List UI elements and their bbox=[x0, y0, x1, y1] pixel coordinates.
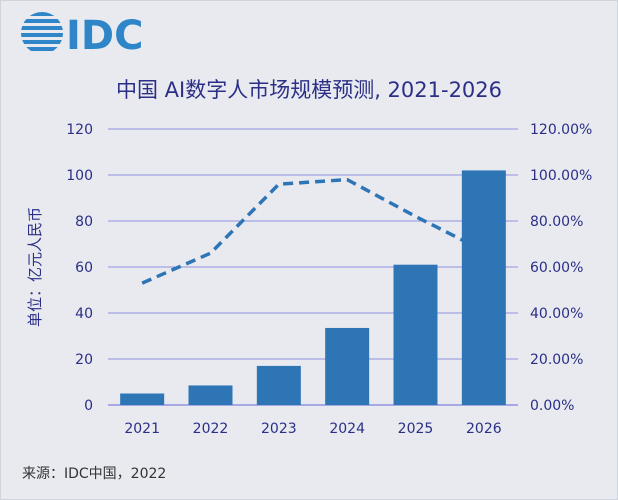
right-axis-ticks: 0.00% 20.00% 40.00% 60.00% 80.00% 100.00% 120.… bbox=[530, 122, 592, 414]
bar-2022 bbox=[188, 385, 233, 405]
bar-2026 bbox=[461, 170, 506, 405]
x-tick-label: 2026 bbox=[466, 421, 502, 437]
bar-2024 bbox=[325, 327, 370, 405]
x-tick-label: 2023 bbox=[261, 421, 297, 437]
y-axis-label: 单位：亿元人民币 bbox=[26, 207, 44, 327]
y2-tick-label: 20.00% bbox=[530, 352, 583, 368]
y-tick-label: 0 bbox=[84, 398, 93, 414]
y-tick-label: 120 bbox=[66, 122, 93, 138]
y2-tick-label: 120.00% bbox=[530, 122, 592, 138]
bar-2021 bbox=[120, 393, 165, 405]
x-tick-label: 2025 bbox=[398, 421, 434, 437]
y2-tick-label: 100.00% bbox=[530, 168, 592, 184]
source-note: 来源：IDC中国，2022 bbox=[22, 466, 167, 482]
globe-icon bbox=[21, 12, 63, 51]
x-tick-label: 2021 bbox=[124, 421, 160, 437]
idc-logo: IDC bbox=[21, 12, 143, 59]
y2-tick-label: 0.00% bbox=[530, 398, 574, 414]
y2-tick-label: 80.00% bbox=[530, 214, 583, 230]
left-axis-ticks: 0 20 40 60 80 100 120 bbox=[66, 122, 93, 414]
y-tick-label: 80 bbox=[75, 214, 93, 230]
x-tick-label: 2024 bbox=[329, 421, 365, 437]
y2-tick-label: 60.00% bbox=[530, 260, 583, 276]
bar-2023 bbox=[256, 365, 301, 405]
bar-series bbox=[120, 170, 506, 405]
y-tick-label: 20 bbox=[75, 352, 93, 368]
gridlines bbox=[108, 128, 518, 406]
bar-2025 bbox=[393, 264, 438, 405]
logo-text: IDC bbox=[66, 13, 143, 59]
x-tick-label: 2022 bbox=[193, 421, 229, 437]
y-tick-label: 100 bbox=[66, 168, 93, 184]
y2-tick-label: 40.00% bbox=[530, 306, 583, 322]
y-tick-label: 40 bbox=[75, 306, 93, 322]
x-axis-ticks: 2021 2022 2023 2024 2025 2026 bbox=[124, 421, 501, 437]
chart-title: 中国 AI数字人市场规模预测, 2021-2026 bbox=[115, 78, 503, 102]
y-tick-label: 60 bbox=[75, 260, 93, 276]
